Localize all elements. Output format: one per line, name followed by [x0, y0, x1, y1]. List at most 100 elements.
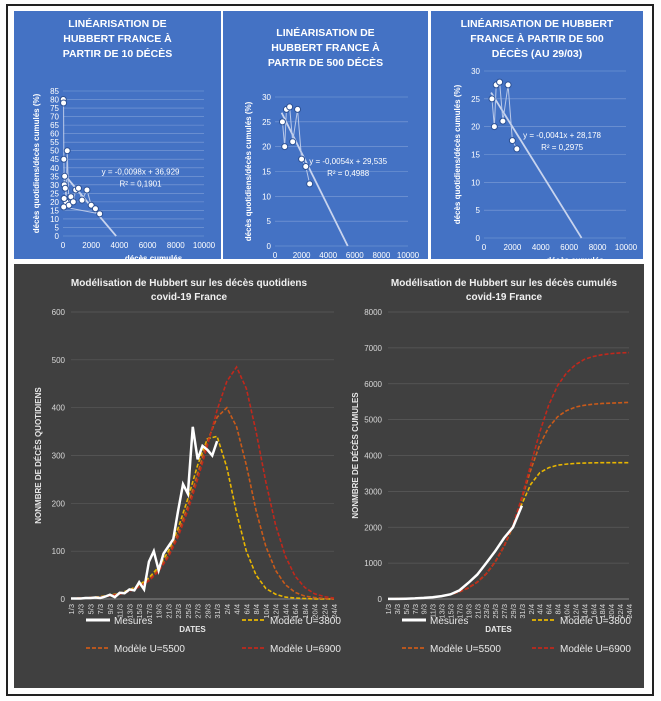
scatter-point	[499, 117, 507, 125]
y-tick-label: 10	[471, 178, 480, 187]
legend-label: Modèle U=5500	[430, 644, 501, 655]
legend-label: Modèle U=3800	[560, 616, 631, 627]
y-axis-label: NONMBRE DE DÉCÈS QUOTIDIENS	[34, 387, 43, 524]
x-tick-label: 2000	[293, 251, 311, 259]
y-tick-label: 0	[378, 595, 383, 604]
scatter-point	[289, 138, 297, 146]
x-tick-label: 25/3	[184, 604, 193, 619]
y-tick-label: 5	[476, 206, 481, 215]
x-tick-label: 20/4	[311, 604, 320, 619]
x-tick-label: 3/3	[77, 604, 86, 614]
chart-title-line: LINÉARISATION DE HUBBERT	[461, 17, 614, 30]
x-tick-label: 19/3	[464, 604, 473, 619]
y-tick-label: 400	[52, 404, 66, 413]
scatter-point	[504, 81, 512, 89]
legend-label: Mesures	[114, 616, 152, 627]
series-line-mod-le-u-6900	[387, 351, 630, 600]
scatter-point	[91, 205, 99, 213]
y-tick-label: 55	[50, 138, 59, 147]
chart-title-line: LINÉARISATION DE	[68, 17, 166, 30]
x-tick-label: 22/4	[320, 604, 329, 619]
y-tick-label: 0	[61, 595, 66, 604]
y-tick-label: 25	[262, 118, 271, 127]
y-axis-label: décès quotidiens/décès cumulés (%)	[453, 84, 462, 224]
scatter-point	[294, 105, 302, 113]
scatter-point	[63, 147, 71, 155]
y-tick-label: 4000	[364, 452, 382, 461]
x-tick-label: 2000	[82, 241, 100, 250]
x-tick-label: 6/4	[242, 604, 251, 614]
scatter-point	[75, 184, 83, 192]
scatter-point	[306, 180, 314, 188]
line-chart-title-line: Modélisation de Hubbert sur les décès qu…	[71, 278, 308, 289]
y-tick-label: 70	[50, 113, 59, 122]
scatter-point	[60, 203, 68, 211]
legend-label: Modèle U=5500	[114, 644, 185, 655]
trendline	[280, 112, 349, 247]
x-tick-label: 19/3	[155, 604, 164, 619]
scatter-chart-500: LINÉARISATION DE HUBBERT FRANCE À PARTIR D…	[244, 26, 420, 273]
line-chart-title-line: Modélisation de Hubbert sur les décès cu…	[391, 278, 618, 289]
line-chart-title-line: covid-19 France	[466, 292, 543, 303]
x-tick-label: 1/3	[384, 604, 393, 614]
y-tick-label: 600	[52, 308, 66, 317]
y-tick-label: 300	[52, 452, 66, 461]
scatter-chart-10: LINÉARISATION DE HUBBERT FRANCE À PARTIR D…	[32, 17, 216, 263]
y-tick-label: 1000	[364, 559, 382, 568]
series-line-mod-le-u-6900	[70, 365, 335, 600]
x-tick-label: 8000	[589, 243, 607, 252]
x-tick-label: 9/3	[420, 604, 429, 614]
scatter-connector	[491, 81, 518, 150]
x-tick-label: 10000	[615, 243, 638, 252]
x-tick-label: 8000	[167, 241, 185, 250]
y-tick-label: 5	[267, 217, 272, 226]
scatter-point	[508, 137, 516, 145]
scatter-panel-10: LINÉARISATION DE HUBBERT FRANCE À PARTIR D…	[14, 11, 221, 263]
scatter-point	[496, 78, 504, 86]
trendline-r2: R² = 0,2975	[541, 143, 584, 152]
scatter-point	[60, 155, 68, 163]
trendline-r2: R² = 0,4988	[327, 169, 370, 178]
y-tick-label: 7000	[364, 344, 382, 353]
y-tick-label: 8000	[364, 308, 382, 317]
y-tick-label: 0	[55, 232, 60, 241]
series-line-mod-le-u-3800	[387, 461, 629, 600]
x-tick-label: 21/3	[164, 604, 173, 619]
scatter-point	[298, 155, 306, 163]
y-axis-label: NONMBRE DE DÉCÈS CUMULES	[351, 392, 360, 519]
x-tick-label: 6000	[346, 251, 364, 259]
y-tick-label: 30	[50, 181, 59, 190]
x-tick-label: 24/4	[625, 604, 634, 619]
trendline-equation: y = -0,0041x + 28,178	[523, 131, 601, 140]
chart-title-line: HUBBERT FRANCE À	[271, 41, 380, 54]
x-tick-label: 1/3	[67, 604, 76, 614]
y-tick-label: 500	[52, 356, 66, 365]
x-tick-label: 11/3	[429, 604, 438, 618]
x-tick-label: 17/3	[455, 604, 464, 619]
x-tick-label: 14/4	[580, 604, 589, 619]
scatter-point	[488, 95, 496, 103]
x-tick-label: 23/3	[482, 604, 491, 619]
x-axis-label: DATES	[485, 625, 512, 634]
scatter-panel-500-2903: LINÉARISATION DE HUBBERT FRANCE À PARTIR …	[431, 11, 643, 265]
x-tick-label: 18/4	[301, 604, 310, 619]
scatter-point	[286, 103, 294, 111]
scatter-point	[60, 99, 68, 107]
x-tick-label: 31/3	[518, 604, 527, 619]
x-tick-label: 31/3	[213, 604, 222, 619]
chart-title-line: FRANCE À PARTIR DE 500	[470, 32, 604, 45]
y-tick-label: 3000	[364, 487, 382, 496]
line-chart-title-line: covid-19 France	[151, 292, 228, 303]
x-tick-label: 29/3	[203, 604, 212, 619]
y-tick-label: 15	[50, 206, 59, 215]
legend-label: Modèle U=3800	[270, 616, 341, 627]
scatter-point	[78, 196, 86, 204]
y-tick-label: 20	[50, 198, 59, 207]
y-tick-label: 25	[50, 189, 59, 198]
y-tick-label: 0	[476, 234, 481, 243]
x-tick-label: 29/3	[509, 604, 518, 619]
y-tick-label: 30	[471, 67, 480, 76]
x-tick-label: 8/4	[252, 604, 261, 614]
scatter-point	[61, 184, 69, 192]
x-tick-label: 10000	[193, 241, 216, 250]
